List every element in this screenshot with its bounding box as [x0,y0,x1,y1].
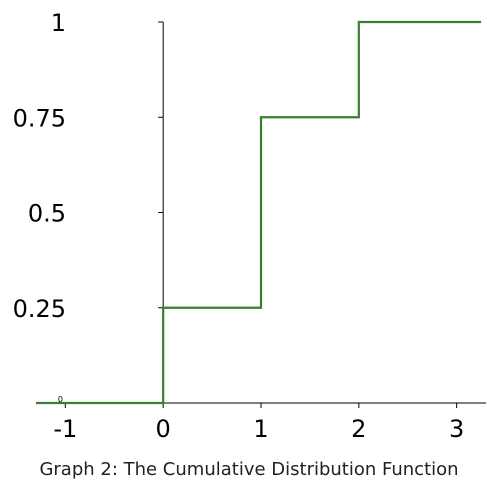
x-tick-label: 1 [253,415,268,443]
x-tick-label: -1 [53,415,77,443]
y-tick-label: 0.5 [28,200,66,228]
x-tick-label: 2 [351,415,366,443]
origin-label: 0 [58,395,63,404]
cdf-step-line [36,20,482,405]
x-tick-label: 3 [449,415,464,443]
y-tick-label: 1 [51,9,66,37]
y-tick-label: 0.75 [13,104,66,132]
tick-labels: -1 0 1 2 3 0.25 0.5 0.75 1 0 [13,9,465,443]
x-tick-label: 0 [156,415,171,443]
chart-caption: Graph 2: The Cumulative Distribution Fun… [39,459,458,480]
series-layer [36,20,482,405]
y-tick-label: 0.25 [13,295,66,323]
